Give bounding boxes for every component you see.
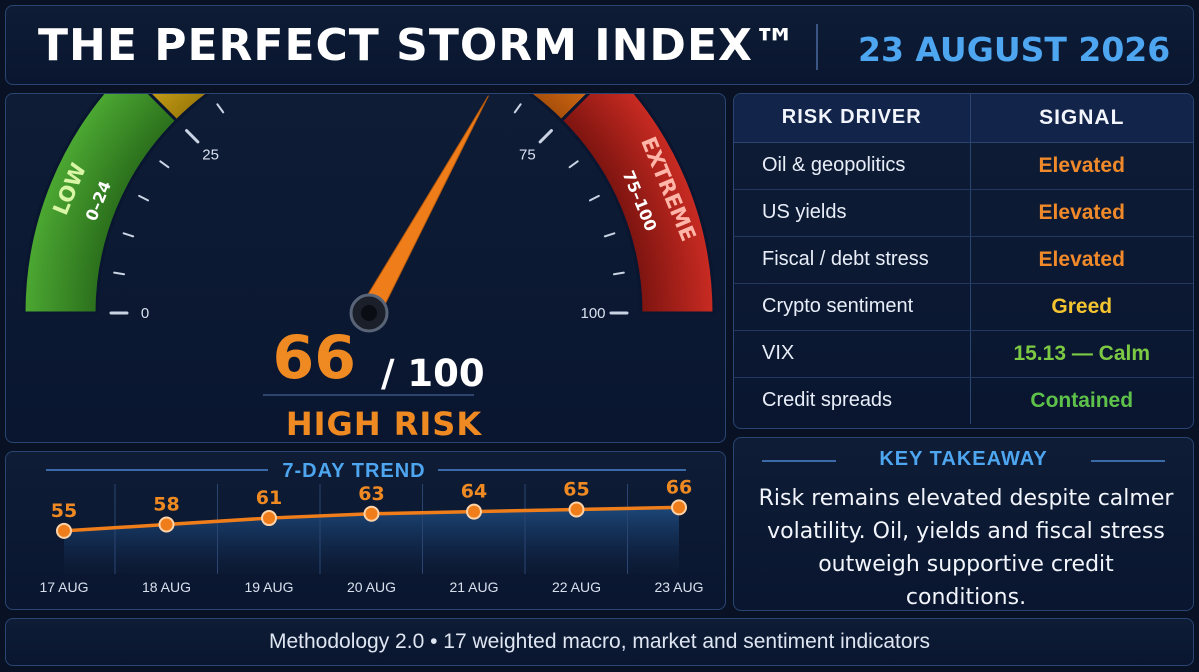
trend-chart: 7-DAY TREND 55 17 AUG 58 18 AUG 61 19 AUG 63 20 … xyxy=(39,460,703,595)
gauge-panel: LOW0–24MODERATE25–49HIGH50–74EXTREME75–1… xyxy=(5,93,726,443)
trend-value-label: 64 xyxy=(461,481,487,503)
signal-cell: Elevated xyxy=(970,236,1193,284)
gauge-tick-label: 75 xyxy=(519,147,536,164)
footer-panel: Methodology 2.0 • 17 weighted macro, mar… xyxy=(5,618,1194,666)
gauge-needle-hub-center xyxy=(361,305,377,321)
methodology-note: Methodology 2.0 • 17 weighted macro, mar… xyxy=(268,630,931,653)
column-header-signal: SIGNAL xyxy=(970,94,1193,143)
signal-cell: Elevated xyxy=(970,142,1193,190)
trend-value-label: 66 xyxy=(666,476,692,498)
trend-date-label: 23 AUG xyxy=(654,579,703,595)
trend-point xyxy=(56,522,72,539)
risk-status: HIGH RISK xyxy=(286,405,482,443)
gauge-tick xyxy=(185,129,200,144)
gauge-tick xyxy=(216,103,225,114)
gauge-tick xyxy=(138,194,150,202)
trend-date-label: 19 AUG xyxy=(244,579,293,595)
gauge-tick-label: 50 xyxy=(361,94,378,98)
trend-point xyxy=(261,510,277,527)
report-date: 23 AUGUST 2026 xyxy=(858,30,1171,69)
risk-driver-table-panel: RISK DRIVER SIGNAL Oil & geopolitics Elev… xyxy=(733,93,1194,429)
table-row: US yields Elevated xyxy=(734,189,1193,237)
gauge-tick-label: 100 xyxy=(580,305,605,322)
trend-date-label: 20 AUG xyxy=(347,579,396,595)
gauge-tick-label: 0 xyxy=(141,305,149,322)
risk-driver-cell: Credit spreads xyxy=(734,377,971,424)
gauge-tick-label: 25 xyxy=(202,147,219,164)
score-max: / 100 xyxy=(381,352,485,395)
trend-title: 7-DAY TREND xyxy=(282,460,425,482)
gauge-needle xyxy=(365,95,489,308)
trend-date-label: 18 AUG xyxy=(142,579,191,595)
gauge-tick xyxy=(612,271,625,276)
signal-cell: Elevated xyxy=(970,189,1193,237)
takeaway-title: KEY TAKEAWAY xyxy=(879,448,1048,470)
signal-cell: Greed xyxy=(970,283,1193,331)
risk-driver-cell: Crypto sentiment xyxy=(734,283,971,331)
risk-driver-cell: VIX xyxy=(734,330,971,378)
table-row: VIX 15.13 — Calm xyxy=(734,330,1193,378)
trend-date-label: 22 AUG xyxy=(552,579,601,595)
gauge-tick xyxy=(113,271,126,276)
gauge-tick xyxy=(122,232,135,238)
gauge-tick xyxy=(568,160,579,169)
gauge-tick xyxy=(538,129,553,144)
table-header-row: RISK DRIVER SIGNAL xyxy=(734,94,1193,143)
header-panel: THE PERFECT STORM INDEX™ 23 AUGUST 2026 xyxy=(5,5,1194,85)
gauge-tick xyxy=(603,232,616,238)
trend-value-label: 55 xyxy=(51,500,77,522)
table-row: Crypto sentiment Greed xyxy=(734,283,1193,331)
table-row: Credit spreads Contained xyxy=(734,377,1193,424)
risk-gauge: LOW0–24MODERATE25–49HIGH50–74EXTREME75–1… xyxy=(22,94,716,443)
trend-point xyxy=(158,516,175,533)
header-divider xyxy=(816,24,818,70)
key-takeaway-panel: KEY TAKEAWAY Risk remains elevated despi… xyxy=(733,437,1194,611)
risk-driver-table: RISK DRIVER SIGNAL Oil & geopolitics Elev… xyxy=(734,94,1193,424)
takeaway-rule-right xyxy=(1091,460,1165,462)
trend-point xyxy=(568,501,585,518)
trend-date-label: 17 AUG xyxy=(39,579,88,595)
takeaway-rule-left xyxy=(762,460,836,462)
risk-driver-cell: US yields xyxy=(734,189,971,237)
score-value: 66 xyxy=(273,323,357,393)
signal-cell: Contained xyxy=(1030,388,1134,412)
trend-point xyxy=(671,499,687,516)
trend-value-label: 58 xyxy=(153,493,179,515)
gauge-zone-high xyxy=(527,94,591,123)
page-title: THE PERFECT STORM INDEX™ xyxy=(38,20,798,71)
trend-value-label: 61 xyxy=(256,487,282,509)
table-row: Oil & geopolitics Elevated xyxy=(734,142,1193,190)
gauge-tick xyxy=(588,194,600,202)
gauge-zone-moderate xyxy=(147,94,211,123)
signal-cell: 15.13 — Calm xyxy=(970,330,1193,378)
gauge-zone-extreme xyxy=(559,94,716,315)
trend-point xyxy=(466,503,482,520)
risk-driver-cell: Oil & geopolitics xyxy=(734,142,971,190)
column-header-risk-driver: RISK DRIVER xyxy=(734,94,971,143)
table-row: Fiscal / debt stress Elevated xyxy=(734,236,1193,284)
gauge-zone-low xyxy=(22,94,179,315)
trend-value-label: 65 xyxy=(563,479,589,501)
trend-value-label: 63 xyxy=(358,483,384,505)
takeaway-text: Risk remains elevated despite calmer vol… xyxy=(758,486,1174,610)
trend-panel: 7-DAY TREND 55 17 AUG 58 18 AUG 61 19 AUG 63 20 … xyxy=(5,451,726,610)
trend-date-label: 21 AUG xyxy=(449,579,498,595)
trend-point xyxy=(363,505,380,522)
risk-driver-cell: Fiscal / debt stress xyxy=(734,236,971,284)
gauge-tick xyxy=(159,160,170,169)
gauge-tick xyxy=(513,103,522,114)
